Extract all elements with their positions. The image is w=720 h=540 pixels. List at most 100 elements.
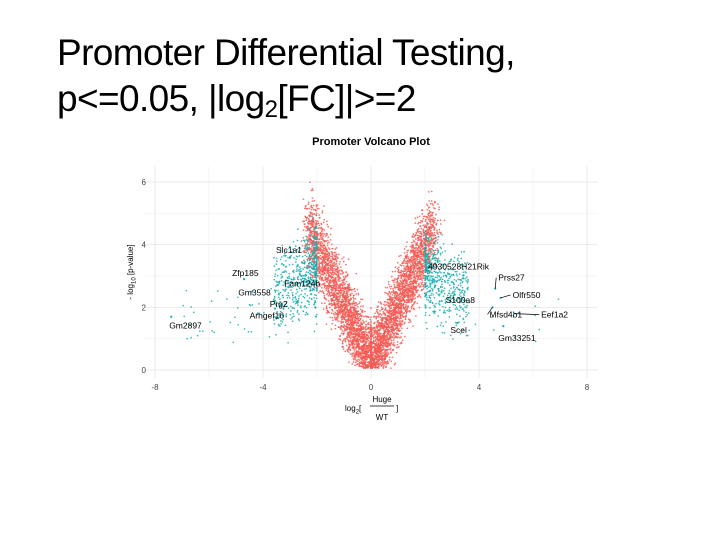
scatter-point xyxy=(376,361,378,364)
scatter-point xyxy=(322,221,325,224)
scatter-point xyxy=(395,351,398,354)
scatter-point xyxy=(323,233,326,236)
scatter-point xyxy=(342,345,345,348)
scatter-point xyxy=(348,323,351,326)
scatter-point xyxy=(346,315,348,318)
scatter-point xyxy=(323,272,325,275)
scatter-point xyxy=(326,255,328,258)
scatter-point xyxy=(327,263,329,265)
scatter-point xyxy=(393,333,395,336)
scatter-point xyxy=(325,289,328,292)
scatter-point xyxy=(435,213,437,216)
scatter-point xyxy=(323,250,326,252)
scatter-point xyxy=(422,288,425,290)
scatter-point xyxy=(433,231,436,234)
scatter-point xyxy=(306,242,309,244)
scatter-point xyxy=(313,228,315,231)
scatter-point xyxy=(364,335,367,338)
scatter-point xyxy=(324,246,327,248)
scatter-point xyxy=(393,343,395,346)
scatter-point xyxy=(401,314,404,316)
scatter-point xyxy=(413,270,415,273)
scatter-point xyxy=(386,319,389,322)
scatter-point xyxy=(384,329,387,332)
scatter-point xyxy=(430,253,432,256)
scatter-point xyxy=(346,296,349,298)
scatter-point xyxy=(335,298,337,301)
scatter-point xyxy=(391,349,394,352)
scatter-point xyxy=(403,252,406,254)
scatter-point xyxy=(402,264,405,267)
scatter-point xyxy=(396,298,398,301)
scatter-point xyxy=(399,315,402,318)
scatter-point xyxy=(404,284,406,286)
scatter-point xyxy=(344,341,347,343)
scatter-point xyxy=(401,270,404,273)
scatter-point xyxy=(303,223,306,225)
scatter-point xyxy=(330,272,332,275)
scatter-point xyxy=(406,284,409,287)
scatter-point xyxy=(365,350,368,353)
scatter-point xyxy=(418,234,420,237)
scatter-point xyxy=(409,266,412,269)
scatter-point xyxy=(339,272,342,275)
scatter-point xyxy=(300,240,303,242)
scatter-point xyxy=(390,351,392,353)
scatter-point xyxy=(302,198,305,201)
scatter-point xyxy=(427,223,430,225)
scatter-point xyxy=(368,349,370,352)
scatter-point xyxy=(336,268,339,271)
scatter-point xyxy=(409,287,412,290)
scatter-point xyxy=(358,363,361,366)
scatter-point xyxy=(407,310,409,313)
scatter-point xyxy=(425,203,428,205)
scatter-point xyxy=(329,303,331,306)
scatter-point xyxy=(384,355,387,358)
scatter-point xyxy=(332,292,334,295)
scatter-point xyxy=(318,260,320,263)
scatter-point xyxy=(348,283,351,285)
scatter-point xyxy=(328,293,331,296)
scatter-point xyxy=(420,227,423,230)
scatter-point xyxy=(354,358,357,361)
scatter-point xyxy=(387,305,390,307)
scatter-point xyxy=(329,306,331,309)
scatter-point xyxy=(413,271,415,274)
scatter-point xyxy=(398,284,400,287)
scatter-point xyxy=(402,315,404,318)
scatter-point xyxy=(411,299,414,302)
scatter-point xyxy=(341,294,344,297)
scatter-point xyxy=(374,336,377,339)
scatter-point xyxy=(317,291,320,294)
scatter-point xyxy=(394,318,397,320)
scatter-point xyxy=(369,334,372,336)
scatter-point xyxy=(313,199,316,202)
scatter-point xyxy=(323,205,325,207)
scatter-point xyxy=(335,263,338,265)
scatter-point xyxy=(398,345,400,348)
scatter-point xyxy=(396,343,399,346)
scatter-point xyxy=(351,341,353,344)
scatter-point xyxy=(311,225,314,227)
scatter-point xyxy=(402,306,405,309)
scatter-point xyxy=(381,316,383,319)
scatter-point xyxy=(304,216,307,219)
slide-title: Promoter Differential Testing, p<=0.05, |… xyxy=(57,30,515,122)
scatter-point xyxy=(352,300,355,303)
scatter-point xyxy=(359,323,361,326)
scatter-point xyxy=(365,320,368,323)
scatter-point xyxy=(349,348,352,351)
scatter-point xyxy=(421,221,424,223)
scatter-point xyxy=(434,239,437,242)
scatter-point xyxy=(334,265,337,268)
scatter-point xyxy=(356,346,359,348)
scatter-point xyxy=(341,258,343,260)
scatter-point xyxy=(430,190,433,193)
scatter-point xyxy=(340,328,343,331)
scatter-point xyxy=(337,276,339,279)
scatter-point xyxy=(321,210,324,212)
scatter-point xyxy=(351,317,354,319)
scatter-point xyxy=(422,275,424,277)
scatter-point xyxy=(392,296,395,299)
scatter-point xyxy=(401,327,403,330)
